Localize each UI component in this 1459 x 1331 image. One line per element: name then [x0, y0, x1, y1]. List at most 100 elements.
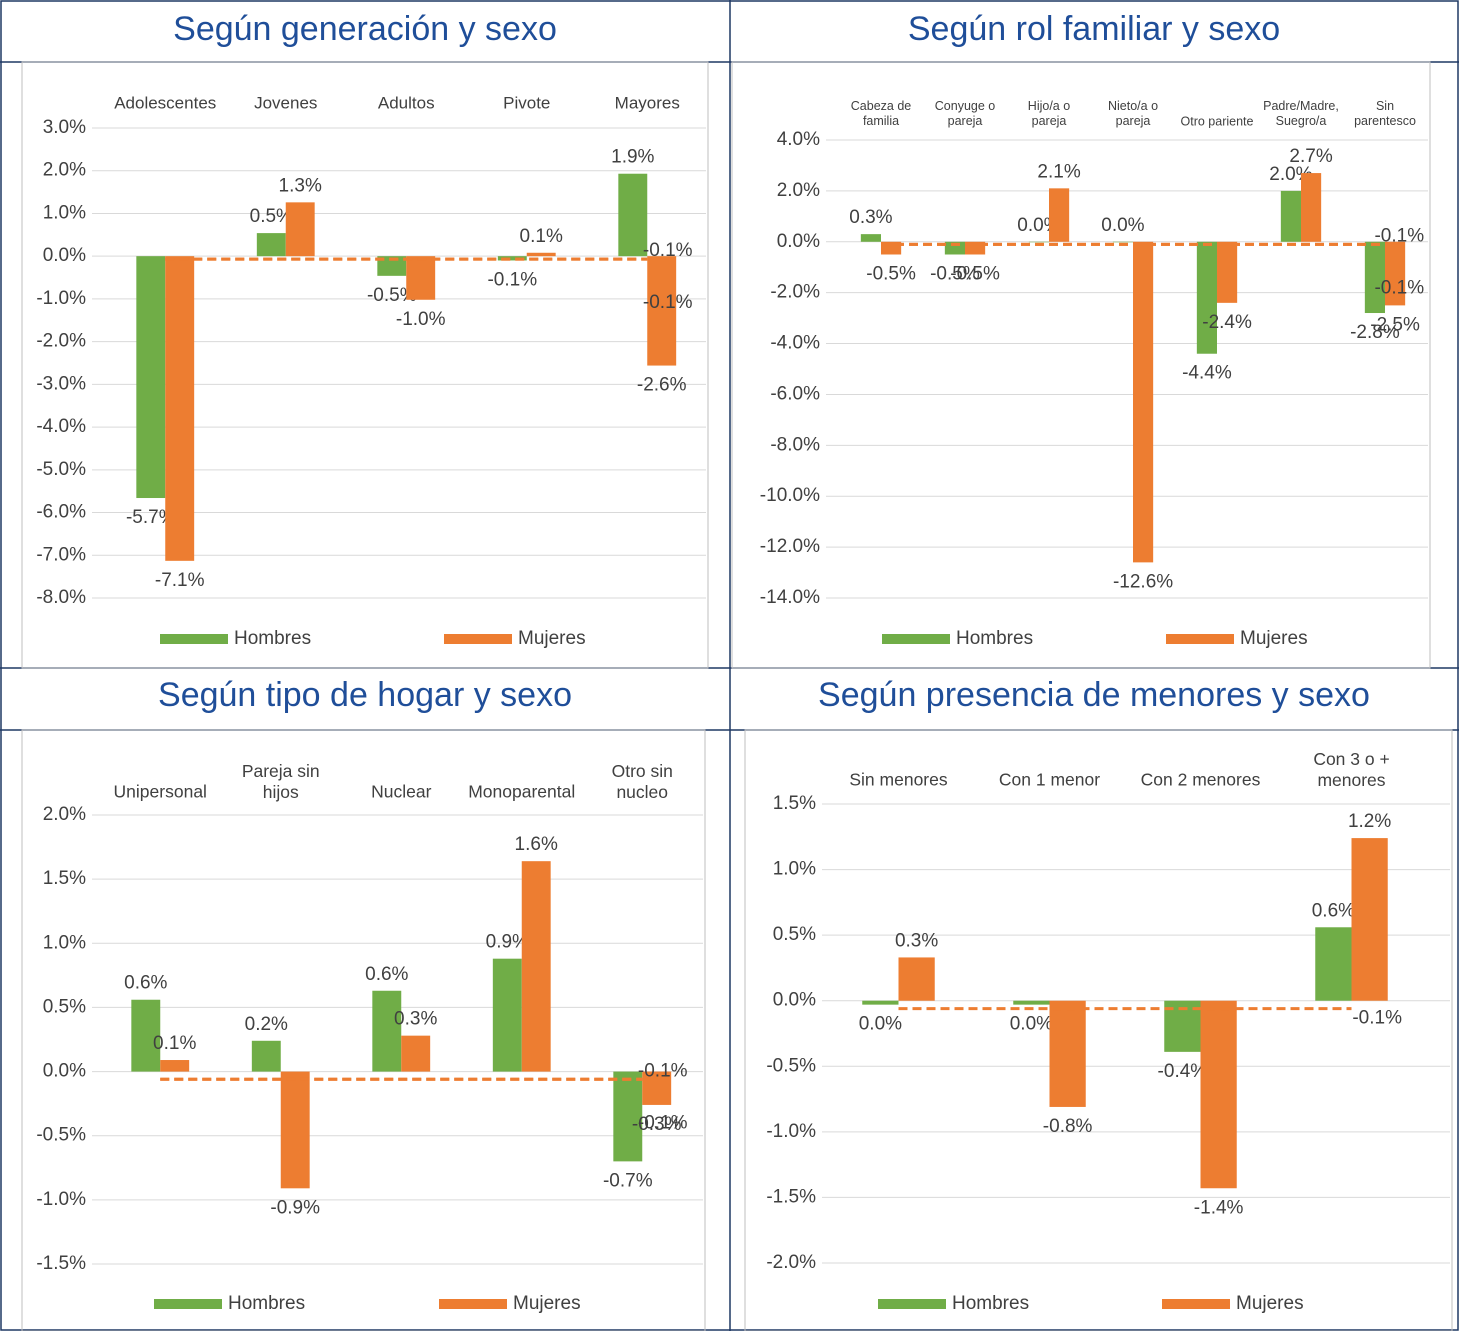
- x-category-label: Sin menores: [849, 770, 947, 790]
- bar: [497, 256, 527, 261]
- x-category-label: Pareja sin hijos: [242, 761, 320, 802]
- x-category-label: Pivote: [503, 93, 550, 112]
- data-label: -2.5%: [1370, 314, 1420, 335]
- data-label: 0.0%: [859, 1014, 902, 1035]
- y-tick-label: -5.0%: [36, 459, 86, 480]
- y-tick-label: 1.0%: [43, 202, 86, 223]
- reference-label: -0.1%: [643, 292, 693, 313]
- y-tick-label: -2.0%: [770, 282, 820, 303]
- bar: [165, 256, 195, 561]
- data-label: 0.5%: [250, 206, 293, 227]
- data-label: -0.4%: [1158, 1061, 1208, 1082]
- x-category-label: Con 1 menor: [999, 770, 1100, 790]
- data-label: -7.1%: [155, 570, 205, 591]
- bar: [1133, 241, 1154, 563]
- bar: [1028, 241, 1049, 243]
- data-label: 0.3%: [849, 207, 892, 228]
- y-tick-label: 4.0%: [777, 129, 820, 150]
- y-tick-label: -10.0%: [760, 485, 820, 506]
- chart-title: Según presencia de menores y sexo: [818, 676, 1370, 714]
- bar: [1200, 1000, 1237, 1189]
- data-label: -5.7%: [126, 507, 176, 528]
- bar: [1280, 190, 1301, 242]
- data-label: -4.4%: [1182, 363, 1232, 384]
- chart-frame: [21, 61, 709, 669]
- reference-label: -0.1%: [643, 240, 693, 261]
- data-label: 0.3%: [394, 1009, 437, 1030]
- chart: 1.5% 1.0% 0.5% 0.0% -0.5% -1.0% -1.5% -2.0% Sin …: [744, 729, 1453, 1331]
- x-category-label: Cabeza de familia: [851, 99, 912, 128]
- bar: [160, 1060, 190, 1072]
- data-label: -0.9%: [270, 1197, 320, 1218]
- y-tick-label: -1.5%: [766, 1186, 816, 1207]
- data-label: -0.5%: [950, 264, 1000, 285]
- y-tick-label: 0.0%: [773, 990, 816, 1011]
- chart-title: Según tipo de hogar y sexo: [158, 676, 572, 714]
- x-category-label: Nieto/a o pareja: [1108, 99, 1158, 128]
- data-label: 0.6%: [124, 973, 167, 994]
- bar: [1364, 241, 1385, 314]
- data-label: 1.3%: [279, 175, 322, 196]
- data-label: -0.1%: [487, 269, 537, 290]
- y-tick-label: -6.0%: [770, 383, 820, 404]
- bar: [647, 256, 677, 366]
- reference-label: -0.1%: [1374, 277, 1424, 298]
- bar: [526, 252, 556, 257]
- y-tick-label: 0.5%: [773, 924, 816, 945]
- y-tick-label: 0.0%: [43, 1061, 86, 1082]
- data-label: 0.6%: [1312, 900, 1355, 921]
- bar: [613, 1071, 643, 1162]
- y-tick-label: -0.5%: [766, 1055, 816, 1076]
- data-label: 1.2%: [1348, 811, 1391, 832]
- y-tick-label: 3.0%: [43, 117, 86, 138]
- bar: [1013, 1000, 1050, 1005]
- legend-swatch: [1166, 634, 1234, 644]
- y-tick-label: 1.5%: [43, 868, 86, 889]
- y-tick-label: 1.5%: [773, 793, 816, 814]
- chart: 2.0% 1.5% 1.0% 0.5% 0.0% -0.5% -1.0% -1.5% Unipe…: [21, 729, 706, 1331]
- x-category-label: Mayores: [615, 93, 680, 112]
- data-label: -0.5%: [930, 264, 980, 285]
- y-tick-label: 0.0%: [777, 231, 820, 252]
- y-tick-label: -1.0%: [36, 1189, 86, 1210]
- legend-swatch: [154, 1299, 222, 1309]
- y-tick-label: 1.0%: [43, 932, 86, 953]
- reference-label: -0.1%: [1352, 1008, 1402, 1029]
- legend-swatch: [439, 1299, 507, 1309]
- bar: [131, 999, 161, 1072]
- y-tick-label: -2.0%: [36, 331, 86, 352]
- chart: 3.0% 2.0% 1.0% 0.0% -1.0% -2.0% -3.0% -4.0% -5.0…: [21, 61, 709, 669]
- x-category-label: Adultos: [378, 93, 435, 112]
- data-label: -0.7%: [603, 1170, 653, 1191]
- data-label: -1.4%: [1194, 1197, 1244, 1218]
- bar: [492, 958, 522, 1072]
- x-category-label: Con 2 menores: [1141, 770, 1261, 790]
- y-tick-label: -1.0%: [766, 1121, 816, 1142]
- y-tick-label: -4.0%: [36, 416, 86, 437]
- data-label: 0.6%: [365, 964, 408, 985]
- x-category-label: Monoparental: [468, 782, 575, 802]
- bar: [1112, 241, 1133, 243]
- y-tick-label: -12.0%: [760, 536, 820, 557]
- x-category-label: Padre/Madre, Suegro/a: [1263, 99, 1339, 128]
- data-label: -2.6%: [637, 375, 687, 396]
- bar: [862, 1000, 899, 1005]
- bar: [860, 234, 881, 242]
- x-category-label: Con 3 o + menores: [1313, 749, 1389, 790]
- y-tick-label: -7.0%: [36, 544, 86, 565]
- legend-label: Hombres: [228, 1293, 305, 1314]
- y-tick-label: 2.0%: [43, 160, 86, 181]
- chart-frame: [744, 729, 1453, 1331]
- legend-swatch: [1162, 1299, 1230, 1309]
- bar: [377, 256, 407, 276]
- reference-label: -0.1%: [1374, 225, 1424, 246]
- bar: [1049, 188, 1070, 242]
- x-category-label: Otro pariente: [1181, 114, 1254, 128]
- data-label: 0.2%: [245, 1014, 288, 1035]
- legend-label: Mujeres: [1236, 1293, 1304, 1314]
- data-label: -0.5%: [367, 285, 417, 306]
- y-tick-label: 0.0%: [43, 245, 86, 266]
